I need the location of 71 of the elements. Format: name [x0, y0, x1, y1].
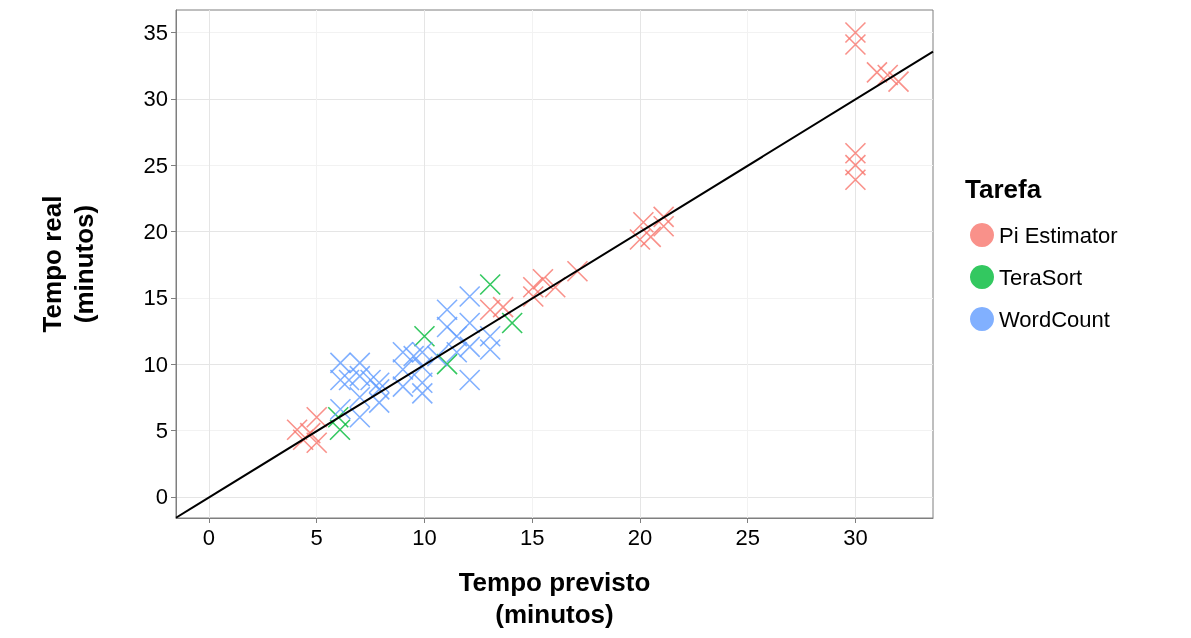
point: [305, 406, 328, 428]
point: [501, 312, 523, 334]
x-axis-title: Tempo previsto (minutos): [458, 567, 651, 629]
y-tick-label: 25: [143, 152, 168, 178]
point: [458, 312, 481, 334]
point: [329, 398, 352, 421]
point: [458, 336, 481, 358]
point: [411, 382, 434, 405]
point: [866, 61, 888, 84]
point: [522, 285, 545, 308]
point: [327, 406, 350, 428]
point: [629, 228, 651, 251]
point: [492, 296, 514, 318]
point: [479, 273, 501, 296]
x-tick-label: 5: [310, 524, 323, 550]
point: [479, 325, 501, 348]
point: [632, 211, 655, 234]
y-tick-label: 20: [143, 219, 168, 244]
point: [411, 355, 434, 378]
point: [544, 276, 567, 299]
point: [445, 341, 468, 363]
point: [844, 154, 867, 176]
point: [436, 353, 458, 375]
y-tick-label: 5: [155, 417, 168, 443]
x-tick-label: 15: [519, 524, 545, 550]
point: [411, 371, 434, 394]
point: [876, 64, 899, 86]
point: [844, 142, 867, 165]
point: [479, 298, 501, 321]
legend-title: Tarefa: [965, 174, 1042, 204]
legend-label: TeraSort: [999, 264, 1083, 290]
point: [299, 422, 322, 444]
y-tick-label: 10: [143, 351, 168, 377]
y-axis-title: Tempo real (minutos): [37, 195, 99, 333]
y-tick-label: 30: [143, 86, 168, 112]
point: [445, 325, 468, 348]
legend-label: WordCount: [999, 306, 1110, 332]
point: [368, 378, 390, 401]
point: [426, 345, 449, 367]
point: [349, 352, 371, 374]
point: [359, 369, 382, 391]
point: [338, 369, 360, 391]
x-tick-label: 30: [843, 524, 868, 550]
point: [844, 168, 867, 191]
point: [479, 338, 501, 361]
point: [411, 341, 434, 363]
x-tick-label: 10: [412, 524, 437, 550]
point: [402, 345, 425, 367]
point: [458, 369, 481, 391]
x-tick-label: 25: [735, 524, 760, 550]
x-tick-label: 20: [627, 524, 653, 550]
x-tick-label: 0: [202, 524, 216, 550]
y-tick-label: 15: [143, 285, 168, 311]
point: [522, 276, 545, 299]
point: [329, 419, 351, 441]
point: [639, 226, 662, 248]
point: [652, 215, 675, 237]
legend-label: Pi Estimator: [999, 222, 1118, 248]
point: [458, 285, 481, 308]
point: [532, 268, 554, 291]
y-tick-label: 0: [155, 484, 168, 510]
point: [305, 431, 328, 454]
point: [844, 21, 867, 44]
point: [652, 206, 675, 228]
point: [887, 70, 910, 93]
y-tick-label: 35: [143, 20, 168, 46]
point: [844, 33, 867, 56]
point: [292, 428, 314, 451]
point: [566, 260, 589, 283]
point: [413, 325, 436, 348]
point: [286, 419, 308, 441]
